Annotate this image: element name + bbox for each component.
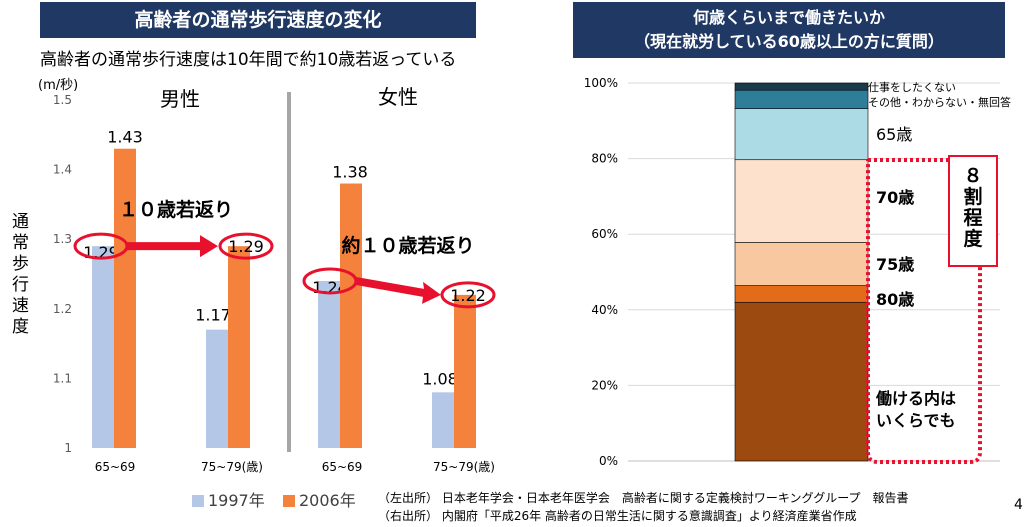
- bracket-char: 程: [963, 207, 982, 229]
- segment-label: 75歳: [876, 255, 914, 274]
- legend-label: 1997年: [208, 491, 265, 510]
- stacked-segment: [734, 285, 869, 303]
- bar-1997年-1: [92, 246, 114, 448]
- segment-label: その他・わからない・無回答: [868, 95, 1011, 109]
- bar-1997年-3: [318, 280, 340, 448]
- left-x-tick-label: 65~69: [322, 460, 363, 474]
- left-group-label: 男性: [160, 87, 200, 111]
- bar-1997年-4: [432, 392, 454, 448]
- left-y-tick-label: 1.2: [53, 302, 72, 316]
- right-y-tick-label: 60%: [591, 227, 618, 241]
- left-y-tick-label: 1: [64, 441, 72, 455]
- segment-label: 仕事をしたくない: [868, 81, 956, 94]
- segment-label: 70歳: [876, 188, 914, 207]
- legend-swatch-1997: [192, 495, 204, 507]
- bracket-char: ８: [963, 165, 982, 187]
- page-number: 4: [1014, 497, 1023, 513]
- segment-label: 80歳: [876, 290, 914, 309]
- right-banner-line1: 何歳くらいまで働きたいか: [692, 8, 885, 27]
- right-banner-line2: （現在就労している60歳以上の方に質問）: [634, 32, 944, 51]
- highlight-ellipse: [440, 281, 496, 309]
- youth-arrow: [356, 276, 441, 304]
- legend-swatch-2006: [283, 495, 295, 507]
- segment-label: いくらでも: [876, 411, 956, 430]
- right-y-tick-label: 100%: [584, 76, 618, 90]
- bar-2006年-1: [114, 148, 136, 448]
- right-chart-banner: 何歳くらいまで働きたいか （現在就労している60歳以上の方に質問）: [573, 2, 1005, 58]
- right-y-tick-label: 20%: [591, 378, 618, 392]
- bar-1997年-2: [206, 329, 228, 448]
- left-x-tick-label: 75~79(歳): [201, 460, 263, 474]
- left-unit-label: (m/秒): [38, 78, 79, 93]
- segment-label: 働ける内は: [875, 389, 956, 408]
- stacked-segment: [734, 108, 869, 161]
- left-subtitle: 高齢者の通常歩行速度は10年間で約10歳若返っている: [40, 50, 457, 70]
- left-chart-banner: 高齢者の通常歩行速度の変化: [40, 2, 476, 38]
- annotation-label: 約１０歳若返り: [341, 234, 474, 257]
- bar-value-label: 1.08: [422, 369, 458, 388]
- highlight-ellipse: [218, 232, 274, 260]
- left-source-note: （左出所） 日本老年学会・日本老年医学会 高齢者に関する定義検討ワーキンググルー…: [378, 491, 909, 505]
- stacked-segment: [734, 242, 869, 286]
- left-group-label: 女性: [378, 85, 418, 109]
- bar-value-label: 1.17: [195, 306, 231, 325]
- right-y-tick-label: 0%: [599, 454, 618, 468]
- left-y-tick-label: 1.5: [53, 93, 72, 107]
- bracket-box: [948, 155, 998, 267]
- right-y-tick-label: 40%: [591, 303, 618, 317]
- left-y-axis-label: 通常歩行速度: [12, 212, 29, 337]
- bar-2006年-2: [228, 246, 250, 448]
- stacked-segment: [734, 301, 869, 462]
- bar-2006年-3: [340, 183, 362, 448]
- bracket-char: 度: [963, 227, 983, 250]
- right-source-note: （右出所） 内閣府「平成26年 高齢者の日常生活に関する意識調査」より経済産業省…: [378, 509, 857, 523]
- legend-label: 2006年: [299, 491, 356, 510]
- annotation-label: １０歳若返り: [119, 198, 233, 221]
- left-y-tick-label: 1.4: [53, 163, 72, 177]
- youth-arrow: [127, 235, 218, 258]
- left-x-tick-label: 65~69: [95, 460, 136, 474]
- bar-value-label: 1.43: [107, 128, 143, 147]
- left-y-tick-label: 1.3: [53, 232, 72, 246]
- bar-value-label: 1.29: [228, 237, 264, 256]
- left-x-tick-label: 75~79(歳): [433, 460, 495, 474]
- stacked-segment: [734, 159, 869, 243]
- right-y-tick-label: 80%: [591, 152, 618, 166]
- bar-2006年-4: [454, 294, 476, 448]
- stacked-segment: [734, 89, 869, 110]
- bracket-char: 割: [963, 185, 982, 208]
- segment-label: 65歳: [876, 125, 912, 144]
- stacked-segment: [734, 82, 869, 91]
- bar-value-label: 1.22: [450, 286, 486, 305]
- left-y-tick-label: 1.1: [53, 371, 72, 385]
- bar-value-label: 1.38: [332, 163, 368, 182]
